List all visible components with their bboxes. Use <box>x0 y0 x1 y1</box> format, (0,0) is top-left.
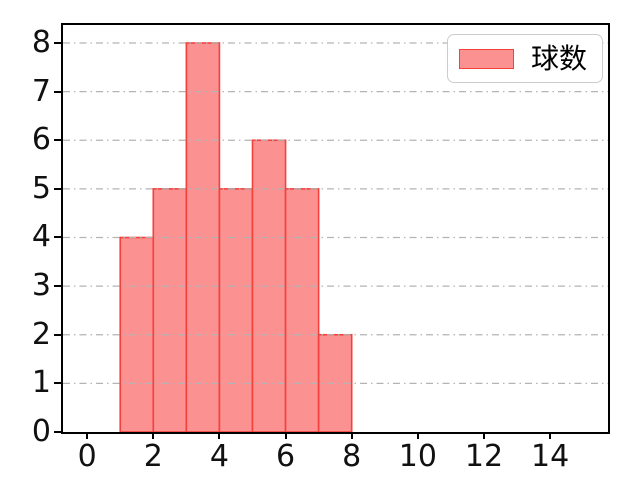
x-tick-label: 14 <box>531 439 570 474</box>
y-tick-mark <box>54 333 61 336</box>
x-tick-mark <box>284 432 287 439</box>
x-tick-mark <box>482 432 485 439</box>
x-tick-label: 6 <box>276 439 296 474</box>
y-tick-mark <box>54 187 61 190</box>
x-tick-mark <box>416 432 419 439</box>
histogram-bar <box>152 188 188 432</box>
x-tick-label: 0 <box>77 439 97 474</box>
x-tick-label: 10 <box>398 439 437 474</box>
legend: 球数 <box>447 34 603 83</box>
y-tick-mark <box>54 236 61 239</box>
y-tick-mark <box>54 41 61 44</box>
y-tick-mark <box>54 285 61 288</box>
y-tick-label: 0 <box>31 414 51 449</box>
y-tick-mark <box>54 90 61 93</box>
histogram-bar <box>284 188 320 432</box>
y-tick-label: 4 <box>31 219 51 255</box>
y-tick-mark <box>54 431 61 433</box>
x-tick-label: 12 <box>464 439 504 474</box>
x-tick-mark <box>152 432 155 439</box>
y-tick-label: 7 <box>31 73 51 109</box>
legend-label: 球数 <box>531 41 588 75</box>
y-tick-label: 1 <box>31 365 51 401</box>
plot-area <box>61 23 610 434</box>
x-tick-mark <box>218 432 221 439</box>
y-tick-label: 2 <box>31 316 51 352</box>
y-tick-label: 6 <box>31 122 51 158</box>
y-tick-mark <box>54 139 61 142</box>
x-tick-mark <box>86 432 89 439</box>
histogram-canvas <box>63 42 608 432</box>
legend-swatch <box>459 48 514 69</box>
y-tick-label: 3 <box>31 268 51 304</box>
histogram-bar <box>218 188 254 432</box>
x-tick-label: 4 <box>209 439 229 474</box>
y-tick-mark <box>54 382 61 385</box>
x-tick-label: 2 <box>143 439 163 474</box>
x-tick-mark <box>350 432 353 439</box>
x-tick-mark <box>549 432 552 439</box>
x-tick-label: 8 <box>342 439 362 474</box>
y-tick-label: 5 <box>31 170 51 206</box>
y-tick-label: 8 <box>31 24 51 60</box>
